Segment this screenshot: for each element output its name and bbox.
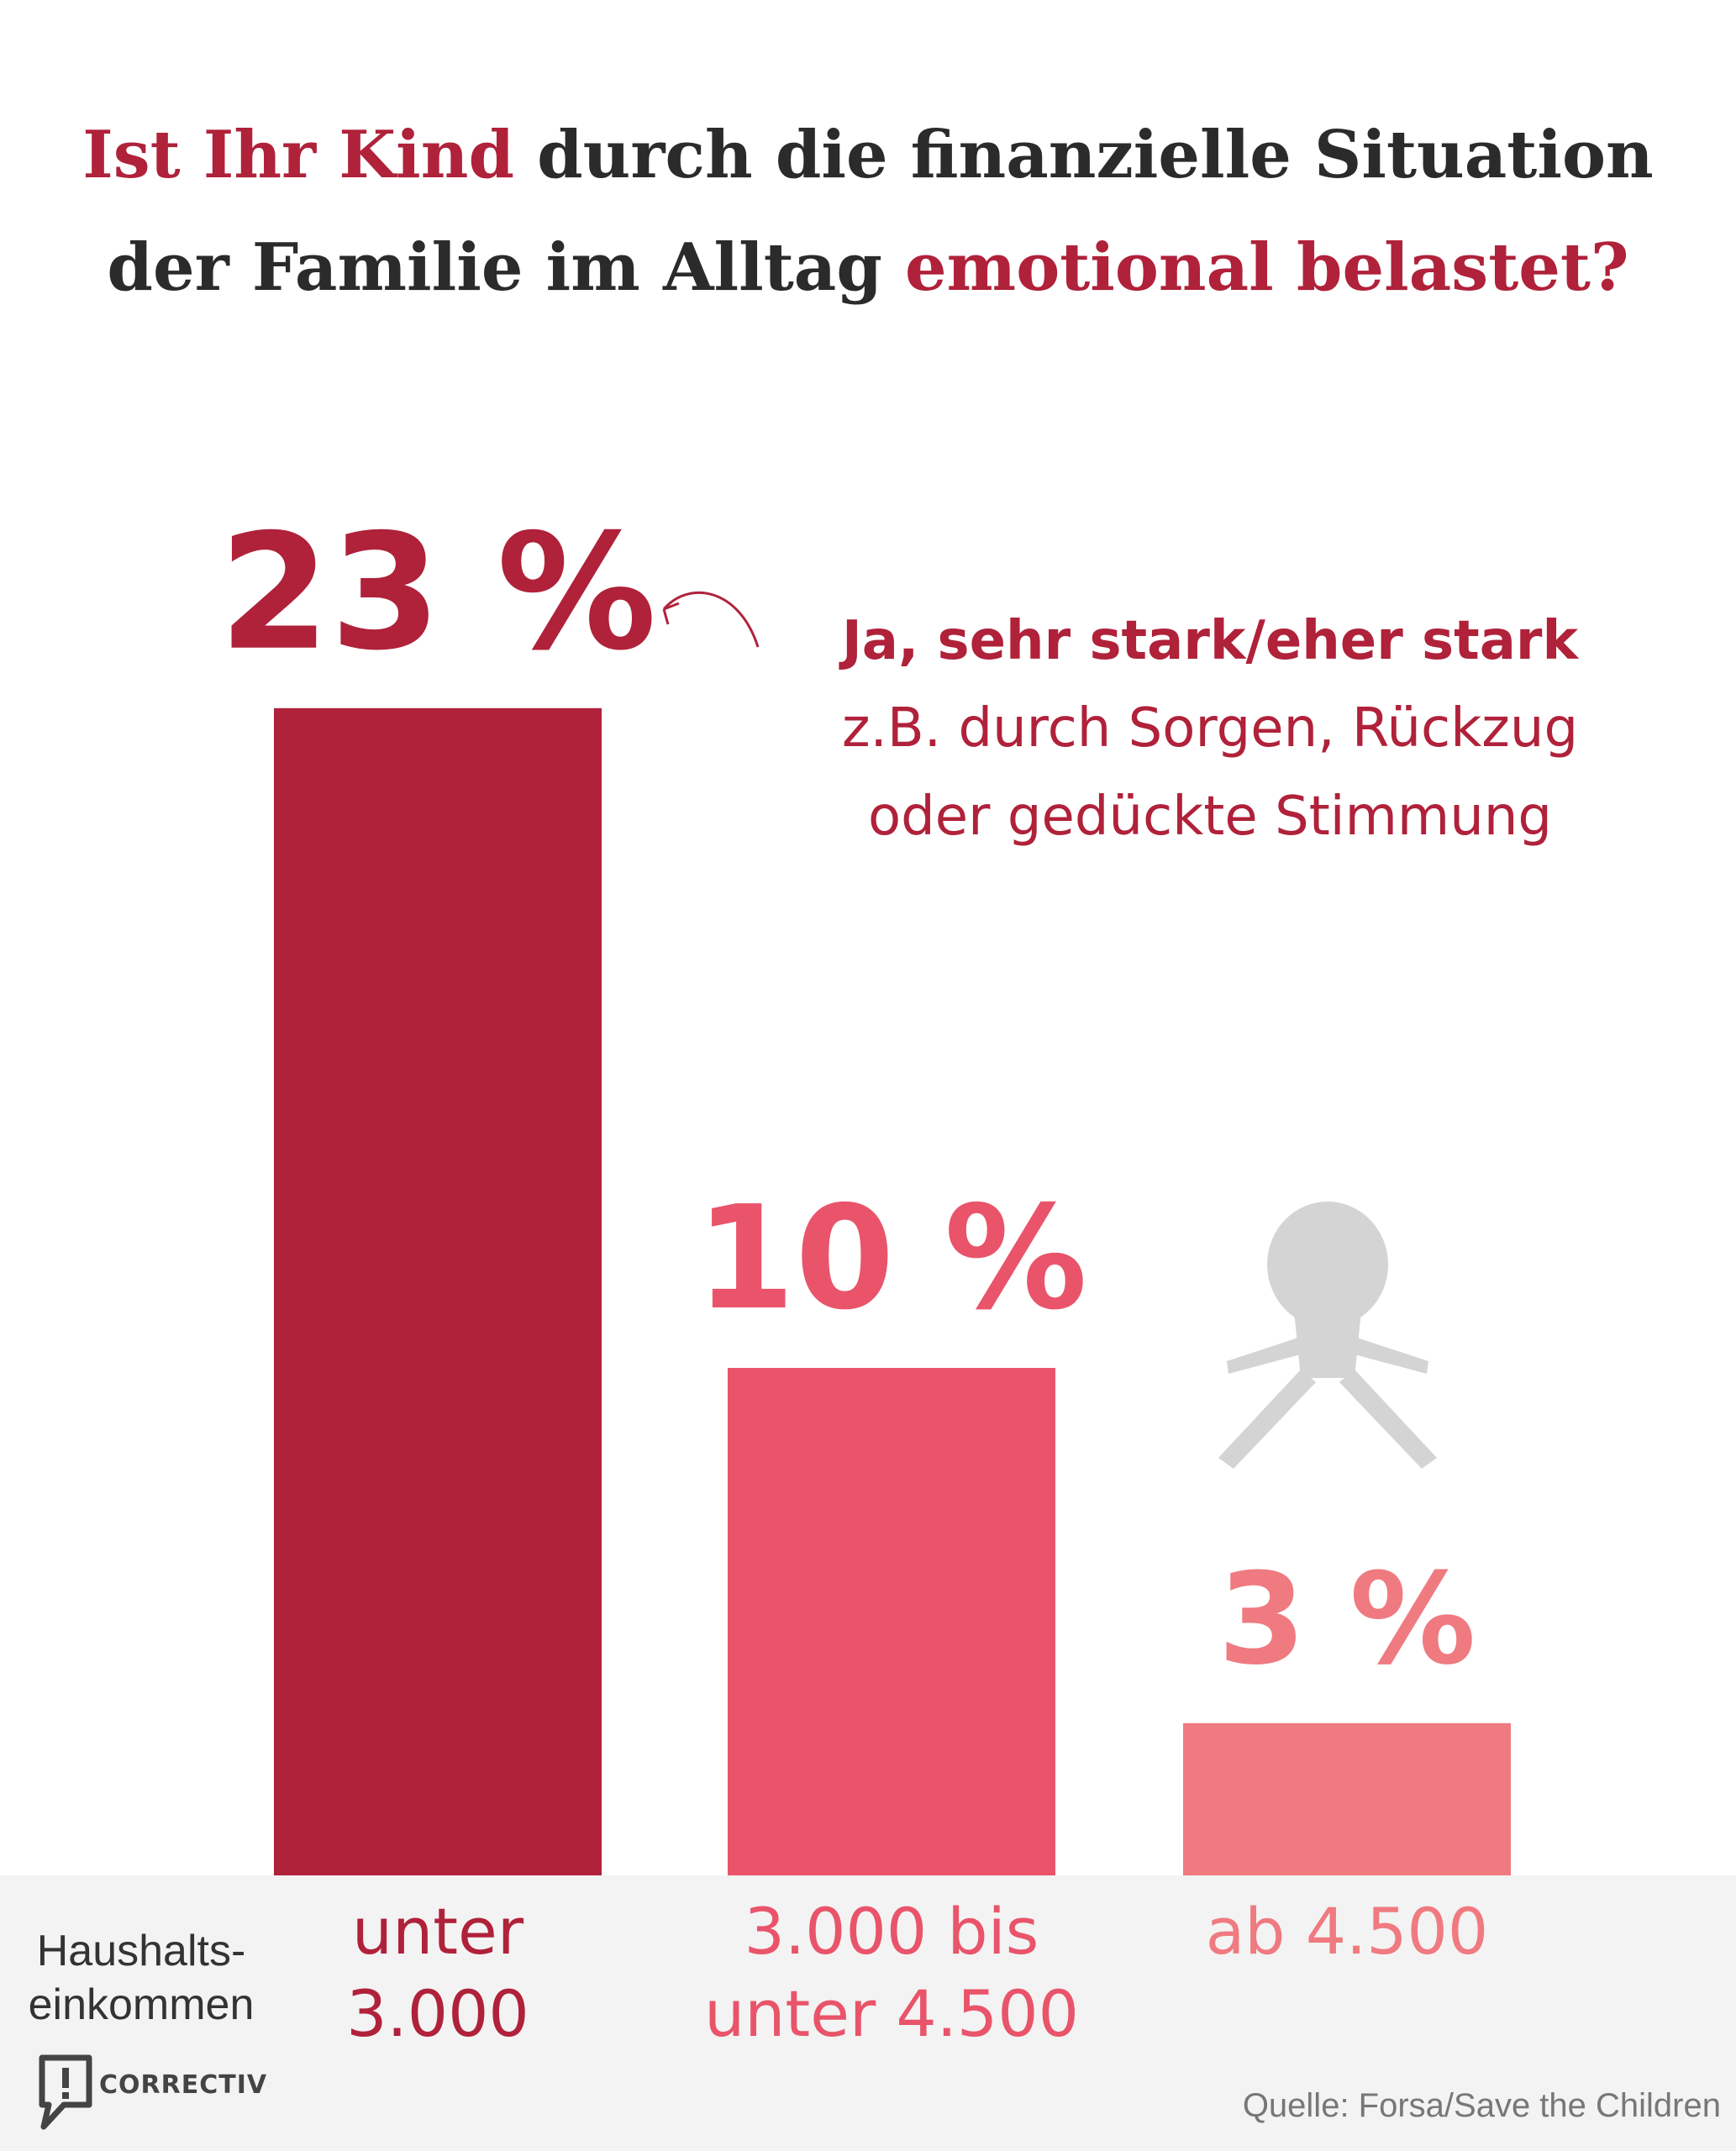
correctiv-logo-icon	[39, 2054, 92, 2130]
category-label-1: unter 3.000	[219, 1891, 656, 2055]
child-figure-icon	[1218, 1202, 1437, 1469]
source-note: Quelle: Forsa/Save the Children	[1242, 2087, 1721, 2124]
bar-1	[274, 707, 602, 1875]
annotation-arrow-head	[662, 602, 680, 625]
bar-chart: 23 % 10 % 3 %	[219, 500, 1511, 1875]
axis-label-line-1: Haushalts-	[36, 1927, 246, 1975]
annotation-line-2: oder gedückte Stimmung	[868, 786, 1552, 848]
category-label-2-line-2: unter 4.500	[704, 1976, 1079, 2051]
annotation-line-1: z.B. durch Sorgen, Rückzug	[841, 697, 1579, 760]
title-text-2: der Familie im Alltag	[107, 229, 906, 306]
title-highlight-kind: Ist Ihr Kind	[82, 117, 514, 193]
category-label-2: 3.000 bis unter 4.500	[673, 1891, 1110, 2055]
axis-label-income: Haushalts- einkommen	[15, 1924, 267, 2032]
axis-label-line-2: einkommen	[28, 1980, 255, 2029]
annotation-heading: Ja, sehr stark/eher stark	[841, 610, 1579, 672]
bar-2	[728, 1368, 1055, 1875]
footer-band	[0, 1875, 1736, 2151]
category-label-1-line-1: unter	[351, 1894, 524, 1969]
chart-title: Ist Ihr Kind durch die finanzielle Situa…	[0, 99, 1736, 324]
bar-3	[1183, 1722, 1511, 1875]
category-label-2-line-1: 3.000 bis	[744, 1894, 1039, 1969]
title-highlight-belastet: emotional belastet?	[905, 229, 1629, 306]
bar-value-label-3: 3 %	[1218, 1547, 1476, 1693]
correctiv-logo-text: CORRECTIV	[99, 2070, 268, 2100]
category-label-3: ab 4.500	[1128, 1891, 1565, 1973]
title-text-1: durch die finanzielle Situation	[513, 117, 1654, 193]
annotation-arrow	[662, 591, 760, 648]
annotation-subtext: z.B. durch Sorgen, Rückzug oder gedückte…	[739, 685, 1681, 861]
category-label-1-line-2: 3.000	[346, 1976, 529, 2051]
category-label-3-line-1: ab 4.500	[1205, 1894, 1489, 1969]
value-labels-group: 23 % 10 % 3 %	[219, 500, 1476, 1693]
bar-value-label-1: 23 %	[219, 500, 657, 686]
bar-value-label-2: 10 %	[696, 1175, 1087, 1342]
bars-group	[274, 707, 1511, 1875]
